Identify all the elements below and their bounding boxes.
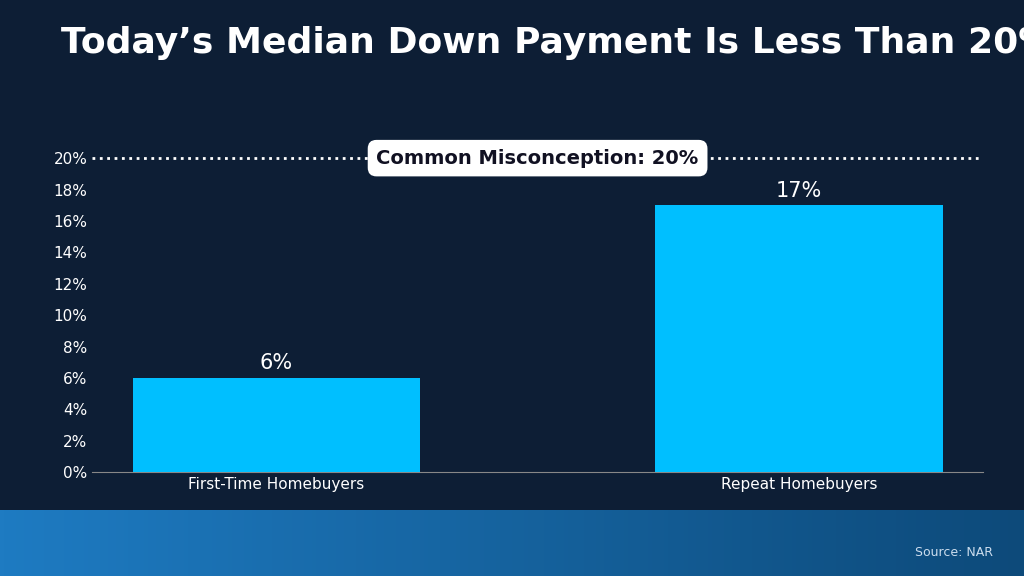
- Text: 6%: 6%: [260, 353, 293, 373]
- Bar: [133, 378, 420, 472]
- Text: 17%: 17%: [776, 180, 822, 200]
- Text: Common Misconception: 20%: Common Misconception: 20%: [377, 149, 698, 168]
- Text: Today’s Median Down Payment Is Less Than 20%: Today’s Median Down Payment Is Less Than…: [61, 26, 1024, 60]
- Text: Source: NAR: Source: NAR: [915, 546, 993, 559]
- Bar: [655, 205, 942, 472]
